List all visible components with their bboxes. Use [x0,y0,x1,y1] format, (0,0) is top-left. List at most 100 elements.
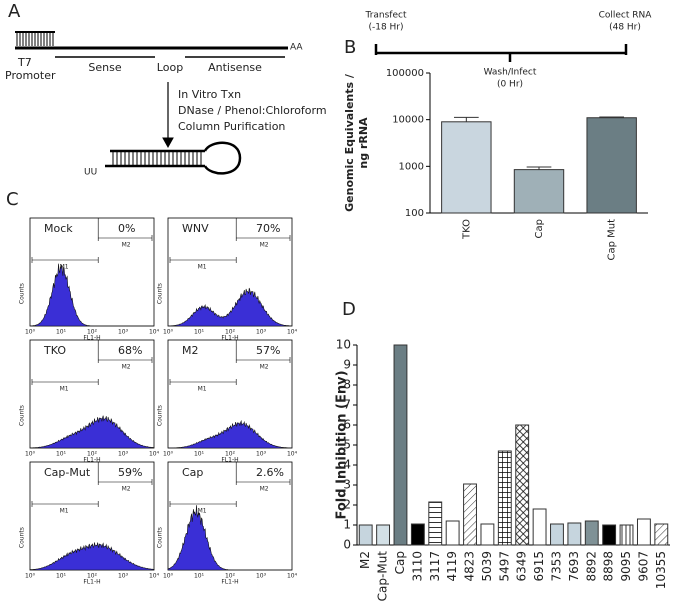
x-tick-label: 10³ [118,329,129,336]
bar [376,524,391,546]
x-axis-label: FL1-H [83,579,100,586]
gate-m1 [169,501,237,507]
x-tick-label: 10³ [256,329,267,336]
x-tick-label: 10⁴ [149,573,160,580]
x-tick-label: 8898 [602,551,616,582]
percent-label: 70% [256,222,280,235]
step: In Vitro Txn [178,88,241,101]
y-tick-label: 4 [343,458,351,472]
x-tick-label: 10¹ [194,573,205,580]
error-bar [453,116,479,122]
x-tick-label: 8892 [584,551,598,582]
x-tick-label: 10⁰ [25,451,36,458]
promoter-label: T7 [17,56,32,69]
percent-label: 68% [118,344,142,357]
x-tick-label: 10³ [256,451,267,458]
x-tick-label: M2 [358,551,372,569]
bar [428,501,443,546]
hairpin-loop [203,141,242,175]
timeline-label: (48 Hr) [609,23,641,33]
panel-label: A [8,1,21,22]
x-tick-label: 6915 [532,551,546,582]
sample-name: Mock [44,222,73,235]
y-tick-label: 1000 [399,161,424,172]
y-tick-label: 0 [343,538,351,552]
bar [584,520,599,546]
x-tick-label: 10⁴ [149,329,160,336]
bar [393,344,408,546]
y-axis-label: ng rRNA [357,117,370,169]
bar [602,524,617,546]
timeline-label: Wash/Infect [484,68,537,78]
gate-m1 [31,257,99,263]
percent-label: 59% [118,466,142,479]
panel-label: C [6,189,19,210]
x-axis-label: FL1-H [221,579,238,586]
histogram [29,542,155,571]
sample-name: Cap [182,466,203,479]
y-tick-label: 6 [343,418,351,432]
histogram [168,419,293,449]
x-tick-label: 10⁴ [287,329,298,336]
x-tick-label: 10355 [654,551,668,589]
promoter-rungs [16,32,54,46]
histogram [167,287,293,327]
y-axis-label: Counts [157,527,164,548]
y-tick-label: 10000 [392,115,424,126]
x-tick-label: 10⁰ [163,573,174,580]
histogram [29,415,155,449]
error-bar [526,166,552,170]
bar [513,169,565,214]
error-bar [599,116,625,118]
timeline-label: Collect RNA [599,11,653,21]
gate-m2 [235,340,291,363]
x-tick-label: 9095 [619,551,633,582]
y-axis-label: Fold Inhibition (Env) [335,370,350,519]
timeline-label: (-18 Hr) [368,23,403,33]
x-tick-label: 10⁴ [287,573,298,580]
sample-name: Cap-Mut [44,466,91,479]
x-axis-label: FL1-H [221,335,238,342]
sample-name: WNV [182,222,209,235]
bar [463,483,477,546]
percent-label: 57% [256,344,280,357]
y-axis-label: Counts [157,283,164,304]
timeline-label: Transfect [365,11,407,21]
percent-label: 2.6% [256,466,284,479]
gate-m2 [235,218,291,241]
polya: AA [290,43,303,53]
x-tick-label: 10⁰ [163,329,174,336]
construct-diagram [15,31,288,175]
gate-m2 [97,218,153,241]
x-tick-label: 4823 [463,551,477,582]
x-tick-label: 3117 [428,551,442,582]
loop-label: Loop [157,61,183,74]
x-tick-label: 10¹ [194,451,205,458]
gate-label: M1 [198,386,207,393]
bar [497,450,512,546]
x-tick-label: 10³ [118,573,129,580]
bar [567,522,582,546]
histogram [167,505,292,571]
overhang: UU [84,168,97,178]
x-tick-label: TKO [461,219,472,240]
x-tick-label: 10⁰ [25,573,36,580]
x-tick-label: 10² [225,451,236,458]
arrowhead [162,137,174,149]
x-tick-label: 7693 [567,551,581,582]
gate-label: M1 [60,386,69,393]
y-tick-label: 1 [343,518,351,532]
x-tick-label: 4119 [445,551,459,582]
x-tick-label: Cap [393,551,407,574]
gate-m1 [31,379,99,385]
y-axis-label: Counts [19,405,26,426]
y-tick-label: 10 [336,338,351,352]
hairpin-rungs [112,151,202,166]
gate-label: M2 [122,364,131,371]
gate-label: M1 [198,508,207,515]
y-tick-label: 8 [343,378,351,392]
gate-m1 [169,379,237,385]
y-axis-label: Counts [157,405,164,426]
bar [445,520,460,546]
gate-m1 [169,257,237,263]
